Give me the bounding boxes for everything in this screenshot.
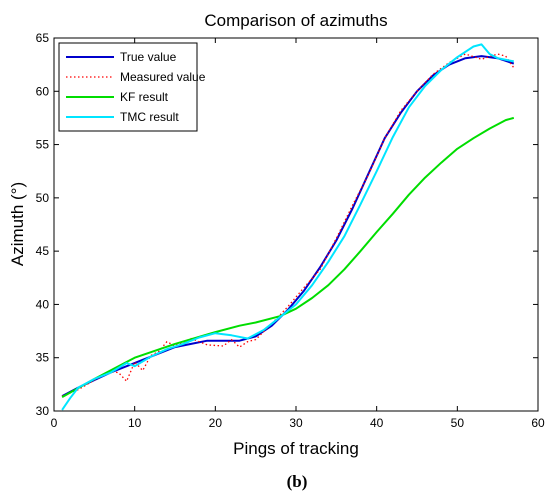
y-tick-label: 55 (36, 138, 50, 152)
legend-label: Measured value (120, 70, 206, 84)
y-axis-ticks: 30 35 40 45 50 55 60 65 (36, 31, 538, 418)
series-layer (61, 43, 515, 411)
y-tick-label: 30 (36, 404, 50, 418)
x-tick-label: 50 (451, 416, 465, 430)
y-tick-label: 35 (36, 351, 50, 365)
x-tick-label: 60 (531, 416, 545, 430)
y-tick-label: 60 (36, 84, 50, 98)
series-line-tmc-result (61, 43, 514, 411)
x-tick-label: 20 (209, 416, 223, 430)
x-tick-label: 10 (128, 416, 142, 430)
x-axis-label: Pings of tracking (233, 439, 359, 458)
y-axis-label: Azimuth (°) (8, 182, 27, 266)
legend: True value Measured value KF result TMC res… (58, 42, 206, 132)
x-tick-label: 40 (370, 416, 384, 430)
y-tick-label: 65 (36, 31, 50, 45)
legend-label: KF result (120, 90, 169, 104)
x-tick-label: 30 (289, 416, 303, 430)
legend-label: True value (120, 50, 177, 64)
x-axis-ticks: 0 10 20 30 40 50 60 (51, 38, 545, 430)
legend-label: TMC result (120, 110, 179, 124)
y-tick-label: 45 (36, 244, 50, 258)
series-line-measured-value (61, 53, 515, 397)
figure-caption: (b) (287, 472, 308, 491)
chart-title: Comparison of azimuths (204, 11, 387, 30)
y-tick-label: 50 (36, 191, 50, 205)
y-tick-label: 40 (36, 297, 50, 311)
x-tick-label: 0 (51, 416, 58, 430)
